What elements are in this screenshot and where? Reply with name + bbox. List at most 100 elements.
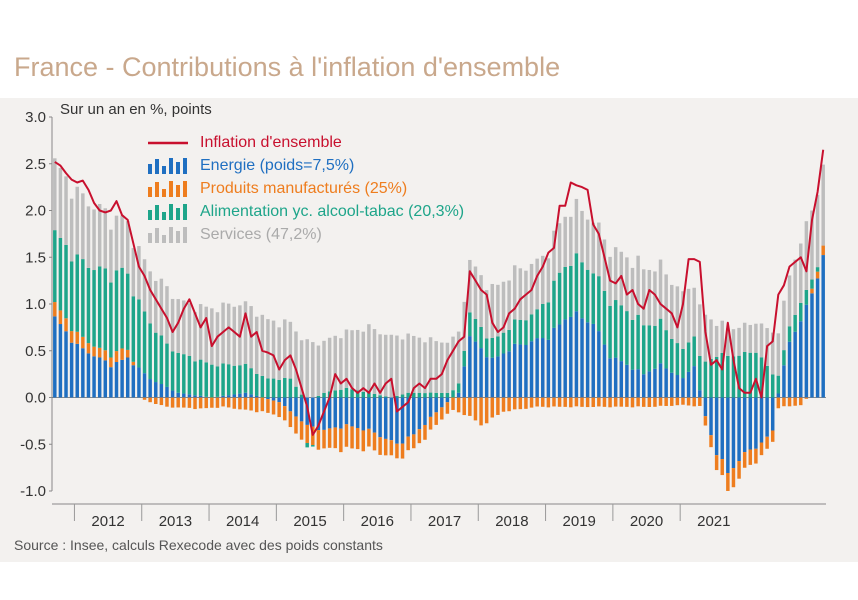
bar-services [148, 271, 152, 324]
bar-services [625, 257, 629, 312]
bar-services [294, 331, 298, 387]
bar-energie [283, 397, 287, 407]
legend-bar [176, 208, 180, 220]
bar-manuf [58, 310, 63, 325]
bar-alim [58, 238, 63, 311]
bar-services [215, 312, 220, 367]
legend-bar [148, 210, 152, 220]
bar-energie [215, 396, 220, 398]
bar-alim [210, 364, 214, 398]
bar-alim [395, 395, 399, 398]
bar-alim [226, 364, 231, 396]
bar-alim [131, 296, 136, 362]
bar-alim [378, 395, 382, 398]
bar-manuf [490, 397, 495, 418]
x-tick-label: 2016 [361, 513, 394, 530]
bar-energie [69, 342, 74, 398]
bar-services [350, 330, 354, 390]
bar-manuf [86, 343, 91, 354]
bar-services [58, 168, 63, 239]
bar-alim [294, 386, 298, 398]
legend-line-icon [148, 141, 188, 145]
bar-manuf [389, 440, 394, 456]
bar-energie [142, 373, 147, 398]
bar-alim [417, 392, 422, 398]
legend-label-inflation: Inflation d'ensemble [200, 134, 342, 151]
bar-alim [114, 270, 119, 352]
bar-alim [484, 338, 489, 358]
bar-alim [754, 352, 758, 398]
y-tick-label: 2.0 [25, 203, 46, 220]
bar-services [810, 210, 814, 280]
bar-services [759, 323, 764, 358]
bar-energie [658, 363, 663, 398]
bar-manuf [412, 434, 416, 449]
bar-manuf [815, 271, 820, 279]
y-tick-label: 1.0 [25, 296, 46, 313]
bar-services [742, 322, 747, 352]
bar-services [64, 176, 68, 245]
bar-energie [613, 357, 618, 398]
bar-services [597, 222, 601, 277]
bar-energie [350, 397, 354, 427]
bar-alim [400, 394, 405, 398]
bar-services [692, 287, 696, 337]
bar-services [496, 284, 500, 337]
bar-manuf [322, 429, 326, 449]
bar-services [311, 342, 315, 398]
bar-alim [793, 314, 797, 332]
bar-alim [748, 352, 753, 398]
bar-alim [580, 262, 584, 319]
bar-alim [170, 351, 175, 391]
bar-manuf [821, 245, 825, 256]
bar-alim [75, 254, 79, 332]
bar-services [125, 221, 130, 274]
bar-energie [114, 362, 119, 398]
bar-manuf [159, 397, 164, 406]
bar-alim [636, 314, 640, 370]
source-note: Source : Insee, calculs Rexecode avec de… [14, 537, 383, 553]
bar-manuf [810, 288, 814, 294]
bar-manuf [664, 397, 668, 406]
bar-services [109, 229, 113, 283]
bar-manuf [176, 397, 180, 408]
bar-energie [782, 365, 786, 398]
bar-energie [103, 360, 108, 398]
bar-energie [339, 397, 343, 429]
bar-manuf [238, 397, 242, 410]
bar-manuf [804, 397, 809, 399]
bar-services [299, 340, 304, 395]
bar-alim [462, 350, 466, 367]
bar-services [473, 266, 478, 319]
legend-bar [169, 158, 173, 174]
bar-alim [215, 366, 220, 397]
bar-energie [372, 397, 377, 433]
bar-manuf [266, 399, 270, 413]
bar-energie [355, 397, 360, 428]
bar-energie [445, 397, 450, 403]
x-tick-label: 2020 [630, 513, 663, 530]
bar-services [243, 301, 248, 364]
bar-energie [97, 357, 102, 398]
bar-energie [799, 321, 803, 398]
y-tick-label: 0.5 [25, 343, 46, 360]
bar-energie [770, 397, 775, 431]
bar-energie [395, 397, 399, 444]
bar-energie [552, 327, 556, 398]
bar-services [658, 259, 663, 319]
bar-manuf [585, 397, 590, 408]
bar-manuf [754, 448, 758, 464]
bar-energie [271, 397, 276, 401]
bar-services [417, 337, 422, 393]
bar-alim [299, 394, 304, 398]
bar-services [400, 339, 405, 395]
x-tick-label: 2014 [226, 513, 259, 530]
inflation-line-group [54, 149, 825, 436]
bar-energie [793, 331, 797, 398]
bar-services [406, 333, 410, 393]
bar-services [266, 319, 270, 379]
bar-manuf [681, 397, 685, 405]
bar-energie [294, 397, 298, 417]
bar-manuf [344, 424, 349, 447]
bar-manuf [793, 397, 797, 406]
